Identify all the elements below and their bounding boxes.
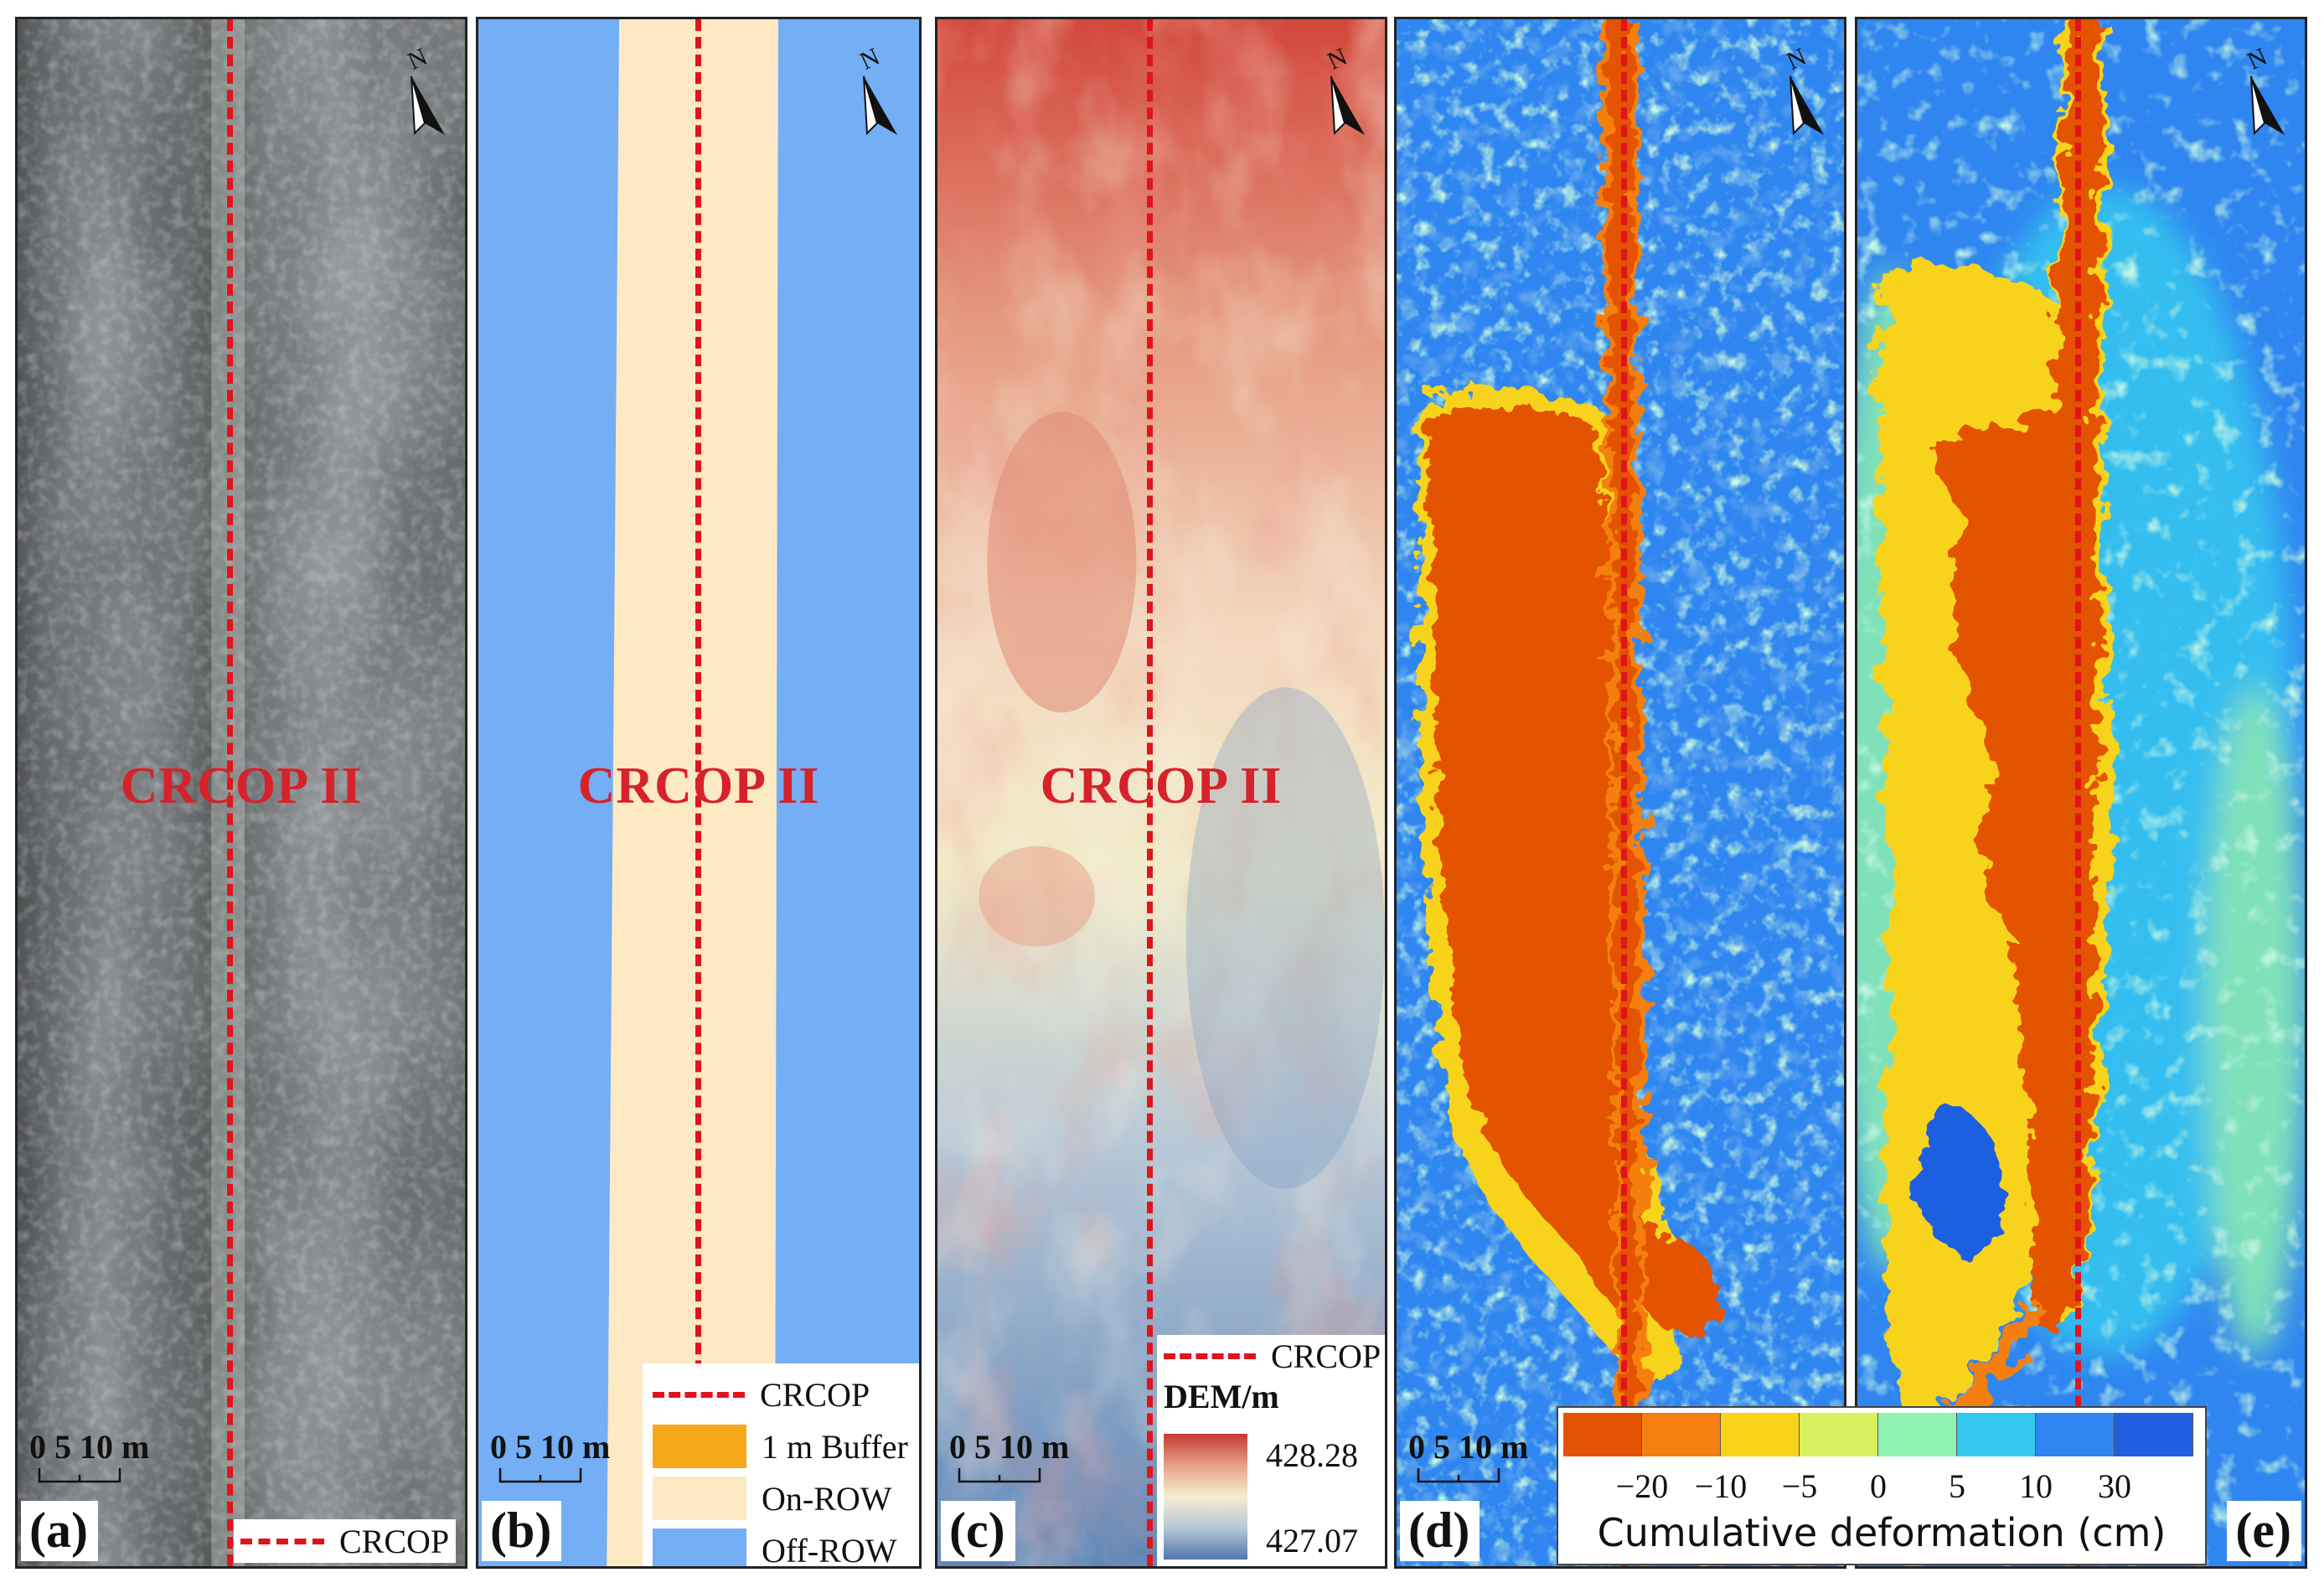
pipeline-centerline — [695, 19, 701, 1566]
panel-label: (c) — [941, 1501, 1015, 1561]
legend-row-crcop: CRCOP — [653, 1368, 919, 1420]
deformation-swatch — [2115, 1413, 2193, 1456]
legend-c: CRCOP DEM/m 428.28 427.07 — [1157, 1335, 1385, 1566]
deformation-tick-labels: −20 −10 −5 0 5 10 30 — [1563, 1466, 2200, 1508]
scale-bar-ticks — [498, 1468, 582, 1483]
scale-bar: 0 5 10 m — [490, 1427, 610, 1487]
panel-label: (d) — [1400, 1501, 1480, 1561]
off-row-swatch — [653, 1529, 746, 1566]
pipeline-centerline — [1621, 19, 1627, 1566]
legend-a: CRCOP — [234, 1519, 457, 1563]
north-label: N — [1782, 43, 1810, 75]
pipeline-symbol — [240, 1538, 324, 1544]
legend-label: CRCOP — [760, 1375, 870, 1414]
pipeline-symbol — [653, 1391, 745, 1398]
deformation-legend-title: Cumulative deformation (cm) — [1597, 1510, 2166, 1555]
panel-d-deformation: N 0 5 10 m (d) — [1394, 17, 1846, 1569]
legend-label: CRCOP — [339, 1522, 450, 1560]
panel-c-dem: CRCOP II N 0 5 10 m CRCOP DEM/m 428.28 4… — [935, 17, 1387, 1569]
north-label: N — [2243, 43, 2271, 75]
on-row-swatch — [653, 1477, 746, 1520]
pipeline-centerline — [227, 19, 233, 1566]
legend-label: 1 m Buffer — [762, 1427, 908, 1466]
site-label: CRCOP II — [120, 758, 363, 815]
buffer-swatch — [653, 1425, 746, 1468]
north-arrow-icon: N — [2243, 43, 2285, 136]
deformation-legend: −20 −10 −5 0 5 10 30 Cumulative deformation (c… — [1557, 1406, 2207, 1565]
dem-raster — [937, 19, 1385, 1566]
deformation-swatch — [1563, 1413, 1642, 1456]
deformation-tick-label: −10 — [1694, 1467, 1748, 1505]
north-arrow-icon: N — [855, 43, 897, 136]
deformation-swatch — [1642, 1413, 1721, 1456]
panel-b-row-zones: CRCOP II N 0 5 10 m CRCOP 1 m Buffer On-… — [476, 17, 922, 1569]
pipeline-centerline — [1147, 19, 1153, 1566]
legend-label: CRCOP — [1271, 1337, 1381, 1375]
panel-label: (e) — [2227, 1501, 2301, 1561]
north-arrow-icon: N — [1782, 43, 1824, 136]
scale-bar-ticks — [38, 1468, 121, 1483]
legend-row-on-row: On-ROW — [653, 1472, 919, 1524]
legend-label: On-ROW — [762, 1479, 892, 1518]
scale-bar: 0 5 10 m — [29, 1427, 149, 1487]
deformation-raster-d — [1397, 19, 1844, 1566]
deformation-swatch — [1721, 1413, 1800, 1456]
deformation-tick-label: 0 — [1870, 1467, 1887, 1505]
north-label: N — [403, 43, 431, 75]
deformation-tick-label: 30 — [2098, 1467, 2131, 1505]
deformation-swatch — [2036, 1413, 2115, 1456]
legend-row-buffer: 1 m Buffer — [653, 1420, 919, 1472]
dem-min-value: 427.07 — [1266, 1522, 1358, 1560]
legend-b: CRCOP 1 m Buffer On-ROW Off-ROW — [643, 1363, 919, 1569]
panel-label: (a) — [21, 1501, 98, 1561]
north-arrow-icon: N — [1323, 43, 1365, 136]
north-arrow-icon: N — [403, 43, 445, 136]
scale-bar-label: 0 5 10 m — [1408, 1428, 1529, 1466]
dem-colorbar-title: DEM/m — [1164, 1378, 1279, 1415]
panel-e-deformation: N (e) — [1855, 17, 2307, 1569]
scale-bar: 0 5 10 m — [949, 1427, 1069, 1487]
deformation-raster-e — [1857, 19, 2305, 1566]
panel-a-orthophoto: CRCOP II N 0 5 10 m CRCOP (a) — [15, 17, 467, 1569]
scale-bar-label: 0 5 10 m — [490, 1428, 611, 1466]
deformation-tick-label: −20 — [1615, 1467, 1669, 1505]
deformation-swatch — [1957, 1413, 2036, 1456]
scale-bar-ticks — [958, 1468, 1041, 1483]
scale-bar-label: 0 5 10 m — [29, 1428, 150, 1466]
dem-colorbar — [1164, 1434, 1247, 1560]
site-label: CRCOP II — [577, 758, 820, 815]
scale-bar: 0 5 10 m — [1408, 1427, 1528, 1487]
panel-label: (b) — [482, 1501, 562, 1561]
legend-row-crcop: CRCOP — [240, 1519, 449, 1563]
legend-label: Off-ROW — [762, 1531, 897, 1569]
legend-row-off-row: Off-ROW — [653, 1524, 919, 1569]
site-label: CRCOP II — [1040, 758, 1283, 815]
dem-max-value: 428.28 — [1266, 1436, 1358, 1474]
north-label: N — [1323, 43, 1351, 75]
deformation-tick-label: 10 — [2019, 1467, 2053, 1505]
scale-bar-ticks — [1417, 1468, 1500, 1483]
deformation-tick-label: 5 — [1949, 1467, 1965, 1505]
scale-bar-label: 0 5 10 m — [949, 1428, 1070, 1466]
legend-row-crcop: CRCOP — [1157, 1335, 1385, 1377]
deformation-colorbar — [1563, 1413, 2193, 1456]
north-label: N — [855, 43, 884, 75]
deformation-tick-label: −5 — [1781, 1467, 1818, 1505]
pipeline-centerline — [2075, 19, 2081, 1566]
pipeline-symbol — [1164, 1353, 1256, 1359]
deformation-swatch — [1878, 1413, 1957, 1456]
deformation-swatch — [1800, 1413, 1878, 1456]
